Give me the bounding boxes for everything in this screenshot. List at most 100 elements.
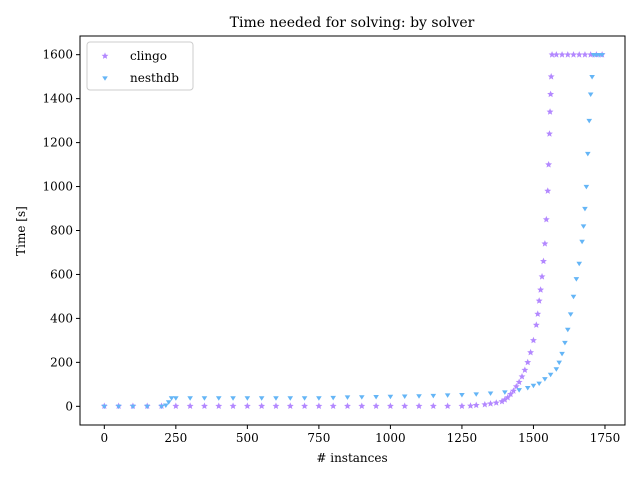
point-nesthdb [344,395,351,400]
point-nesthdb [502,390,508,395]
point-clingo [581,51,589,58]
point-nesthdb [173,396,179,401]
point-clingo [401,402,409,410]
x-tick-label: 1250 [447,431,478,445]
point-clingo [512,382,520,390]
point-nesthdb [244,396,251,401]
y-tick-label: 0 [65,399,73,413]
series-clingo [100,51,606,410]
chart-title: Time needed for solving: by solver [230,15,475,31]
plot-area [79,35,626,426]
point-nesthdb [586,118,593,124]
point-clingo [501,396,509,403]
x-tick-label: 1000 [375,431,406,445]
point-clingo [258,402,266,410]
point-clingo [570,51,577,58]
point-nesthdb [564,327,571,333]
point-clingo [444,402,452,410]
point-clingo [521,366,529,373]
point-nesthdb [230,396,236,401]
y-axis-label: Time [s] [14,206,28,256]
point-nesthdb [524,385,531,391]
point-clingo [575,51,583,58]
x-tick-label: 1750 [590,431,621,445]
point-clingo [301,402,308,410]
point-clingo [372,402,380,410]
legend-marker-clingo [101,52,109,59]
x-axis-label: # instances [316,451,387,465]
point-clingo [504,393,512,401]
point-clingo [535,297,543,304]
point-clingo [541,240,549,247]
y-tick-label: 1600 [42,48,73,62]
point-nesthdb [144,404,151,410]
point-nesthdb [580,224,587,229]
y-tick-label: 1400 [42,92,73,106]
point-clingo [524,358,532,366]
point-nesthdb [401,394,408,400]
point-clingo [515,378,523,386]
series-nesthdb [101,53,605,410]
y-ticks: 0 200 400 600 800 1000 1200 1400 1600 [42,48,80,413]
point-nesthdb [559,351,565,357]
point-clingo [547,73,555,80]
point-nesthdb [358,395,365,400]
point-nesthdb [165,400,172,405]
point-nesthdb [187,396,193,401]
point-clingo [546,130,553,137]
point-clingo [498,397,506,405]
point-clingo [492,399,500,406]
point-nesthdb [573,277,580,282]
x-tick-label: 250 [164,431,187,445]
point-nesthdb [330,395,336,401]
legend-label-nesthdb: nesthdb [130,71,179,85]
point-nesthdb [562,340,568,346]
point-nesthdb [416,394,422,399]
point-clingo [545,160,553,168]
point-clingo [558,51,566,58]
point-nesthdb [587,92,594,98]
point-clingo [344,402,351,410]
point-nesthdb [215,396,222,401]
point-clingo [429,402,437,410]
point-clingo [243,402,251,410]
point-nesthdb [579,239,585,245]
point-nesthdb [582,206,588,212]
point-nesthdb [115,404,122,410]
point-clingo [458,402,466,410]
point-clingo [487,400,494,407]
point-nesthdb [459,392,465,398]
point-clingo [537,286,545,293]
point-clingo [518,373,526,380]
y-tick-label: 600 [50,267,73,281]
point-nesthdb [130,404,136,410]
x-tick-label: 0 [100,431,108,445]
point-clingo [552,51,560,58]
point-clingo [386,402,394,410]
y-tick-label: 1000 [42,180,73,194]
point-nesthdb [487,391,494,396]
point-nesthdb [444,393,451,398]
point-clingo [329,402,337,410]
legend-marker-nesthdb [102,76,108,81]
point-nesthdb [387,394,394,400]
point-nesthdb [599,53,605,58]
point-nesthdb [585,151,591,157]
point-nesthdb [536,381,542,387]
x-tick-label: 500 [236,431,259,445]
point-nesthdb [287,396,294,401]
point-clingo [542,215,550,223]
point-nesthdb [301,396,308,401]
point-nesthdb [201,396,208,401]
point-clingo [201,402,208,410]
y-tick-label: 800 [50,224,73,238]
point-clingo [534,310,542,317]
point-clingo [547,90,555,98]
point-clingo [507,390,514,398]
point-nesthdb [158,404,165,410]
point-clingo [415,402,423,410]
point-nesthdb [163,403,169,409]
point-nesthdb [101,404,108,410]
point-clingo [358,402,366,410]
